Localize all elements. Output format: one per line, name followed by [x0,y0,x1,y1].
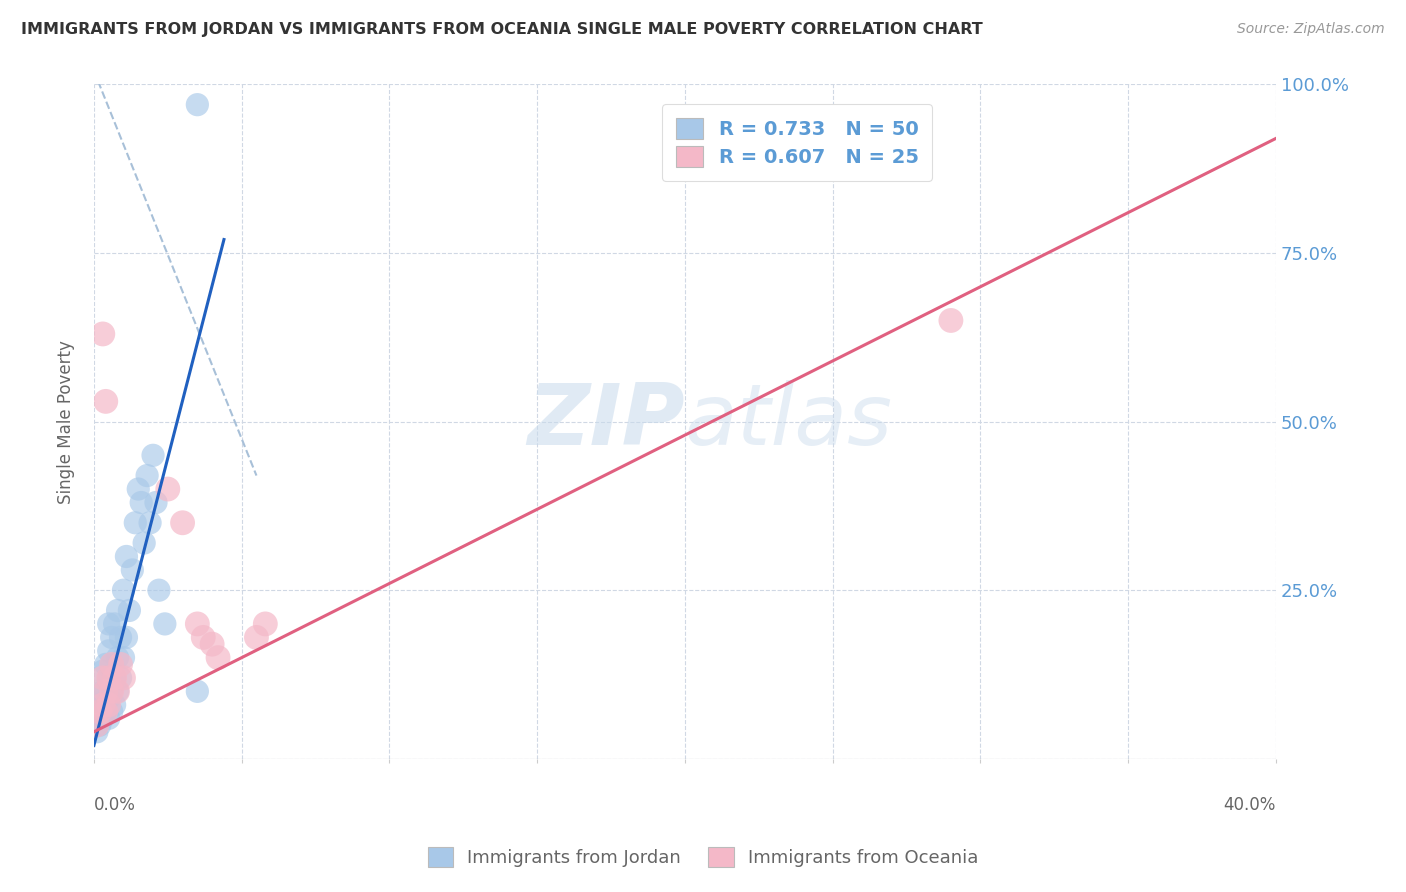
Point [91,664,114,678]
Text: 0.0%: 0.0% [94,796,136,814]
Point [115,549,138,564]
Point [145,495,167,509]
Point [91,684,114,698]
Point [110,671,132,685]
Point [86,711,108,725]
Point [94,684,117,698]
Point [107,603,129,617]
Point [91,698,114,712]
Point [115,631,138,645]
Point [153,616,176,631]
Text: ZIP: ZIP [527,380,685,463]
Point [104,616,127,631]
Legend: R = 0.733   N = 50, R = 0.607   N = 25: R = 0.733 N = 50, R = 0.607 N = 25 [662,104,932,181]
Point [100,705,122,719]
Point [121,563,143,577]
Point [94,684,117,698]
Point [127,482,149,496]
Point [139,516,162,530]
Point [104,671,127,685]
Point [156,482,179,496]
Text: IMMIGRANTS FROM JORDAN VS IMMIGRANTS FROM OCEANIA SINGLE MALE POVERTY CORRELATIO: IMMIGRANTS FROM JORDAN VS IMMIGRANTS FRO… [21,22,983,37]
Point [142,448,165,462]
Point [89,705,111,719]
Point [186,616,208,631]
Point [97,616,120,631]
Point [86,718,108,732]
Point [94,705,117,719]
Text: 40.0%: 40.0% [1223,796,1277,814]
Point [939,313,962,327]
Point [89,718,111,732]
Point [110,631,132,645]
Point [172,516,194,530]
Legend: Immigrants from Jordan, Immigrants from Oceania: Immigrants from Jordan, Immigrants from … [420,839,986,874]
Point [91,671,114,685]
Point [124,516,146,530]
Point [89,698,111,712]
Point [107,684,129,698]
Point [107,684,129,698]
Text: atlas: atlas [685,380,893,463]
Point [107,650,129,665]
Point [136,468,159,483]
Point [91,326,114,341]
Point [91,711,114,725]
Text: Source: ZipAtlas.com: Source: ZipAtlas.com [1237,22,1385,37]
Point [91,698,114,712]
Point [201,637,224,651]
Point [97,644,120,658]
Point [97,711,120,725]
Point [118,603,141,617]
Point [100,657,122,672]
Point [94,394,117,409]
Point [207,650,229,665]
Point [129,495,152,509]
Point [186,97,208,112]
Point [97,698,120,712]
Point [110,657,132,672]
Point [100,684,122,698]
Point [100,631,122,645]
Point [97,691,120,706]
Point [148,583,170,598]
Point [97,671,120,685]
Point [186,684,208,698]
Point [112,671,135,685]
Point [100,657,122,672]
Point [245,631,267,645]
Point [112,583,135,598]
Point [254,616,277,631]
Point [104,671,127,685]
Point [104,698,127,712]
Y-axis label: Single Male Poverty: Single Male Poverty [58,340,75,504]
Point [86,705,108,719]
Point [100,684,122,698]
Point [94,705,117,719]
Point [112,650,135,665]
Point [86,718,108,732]
Point [97,671,120,685]
Point [94,657,117,672]
Point [86,724,108,739]
Point [86,698,108,712]
Point [193,631,215,645]
Point [134,536,156,550]
Point [86,684,108,698]
